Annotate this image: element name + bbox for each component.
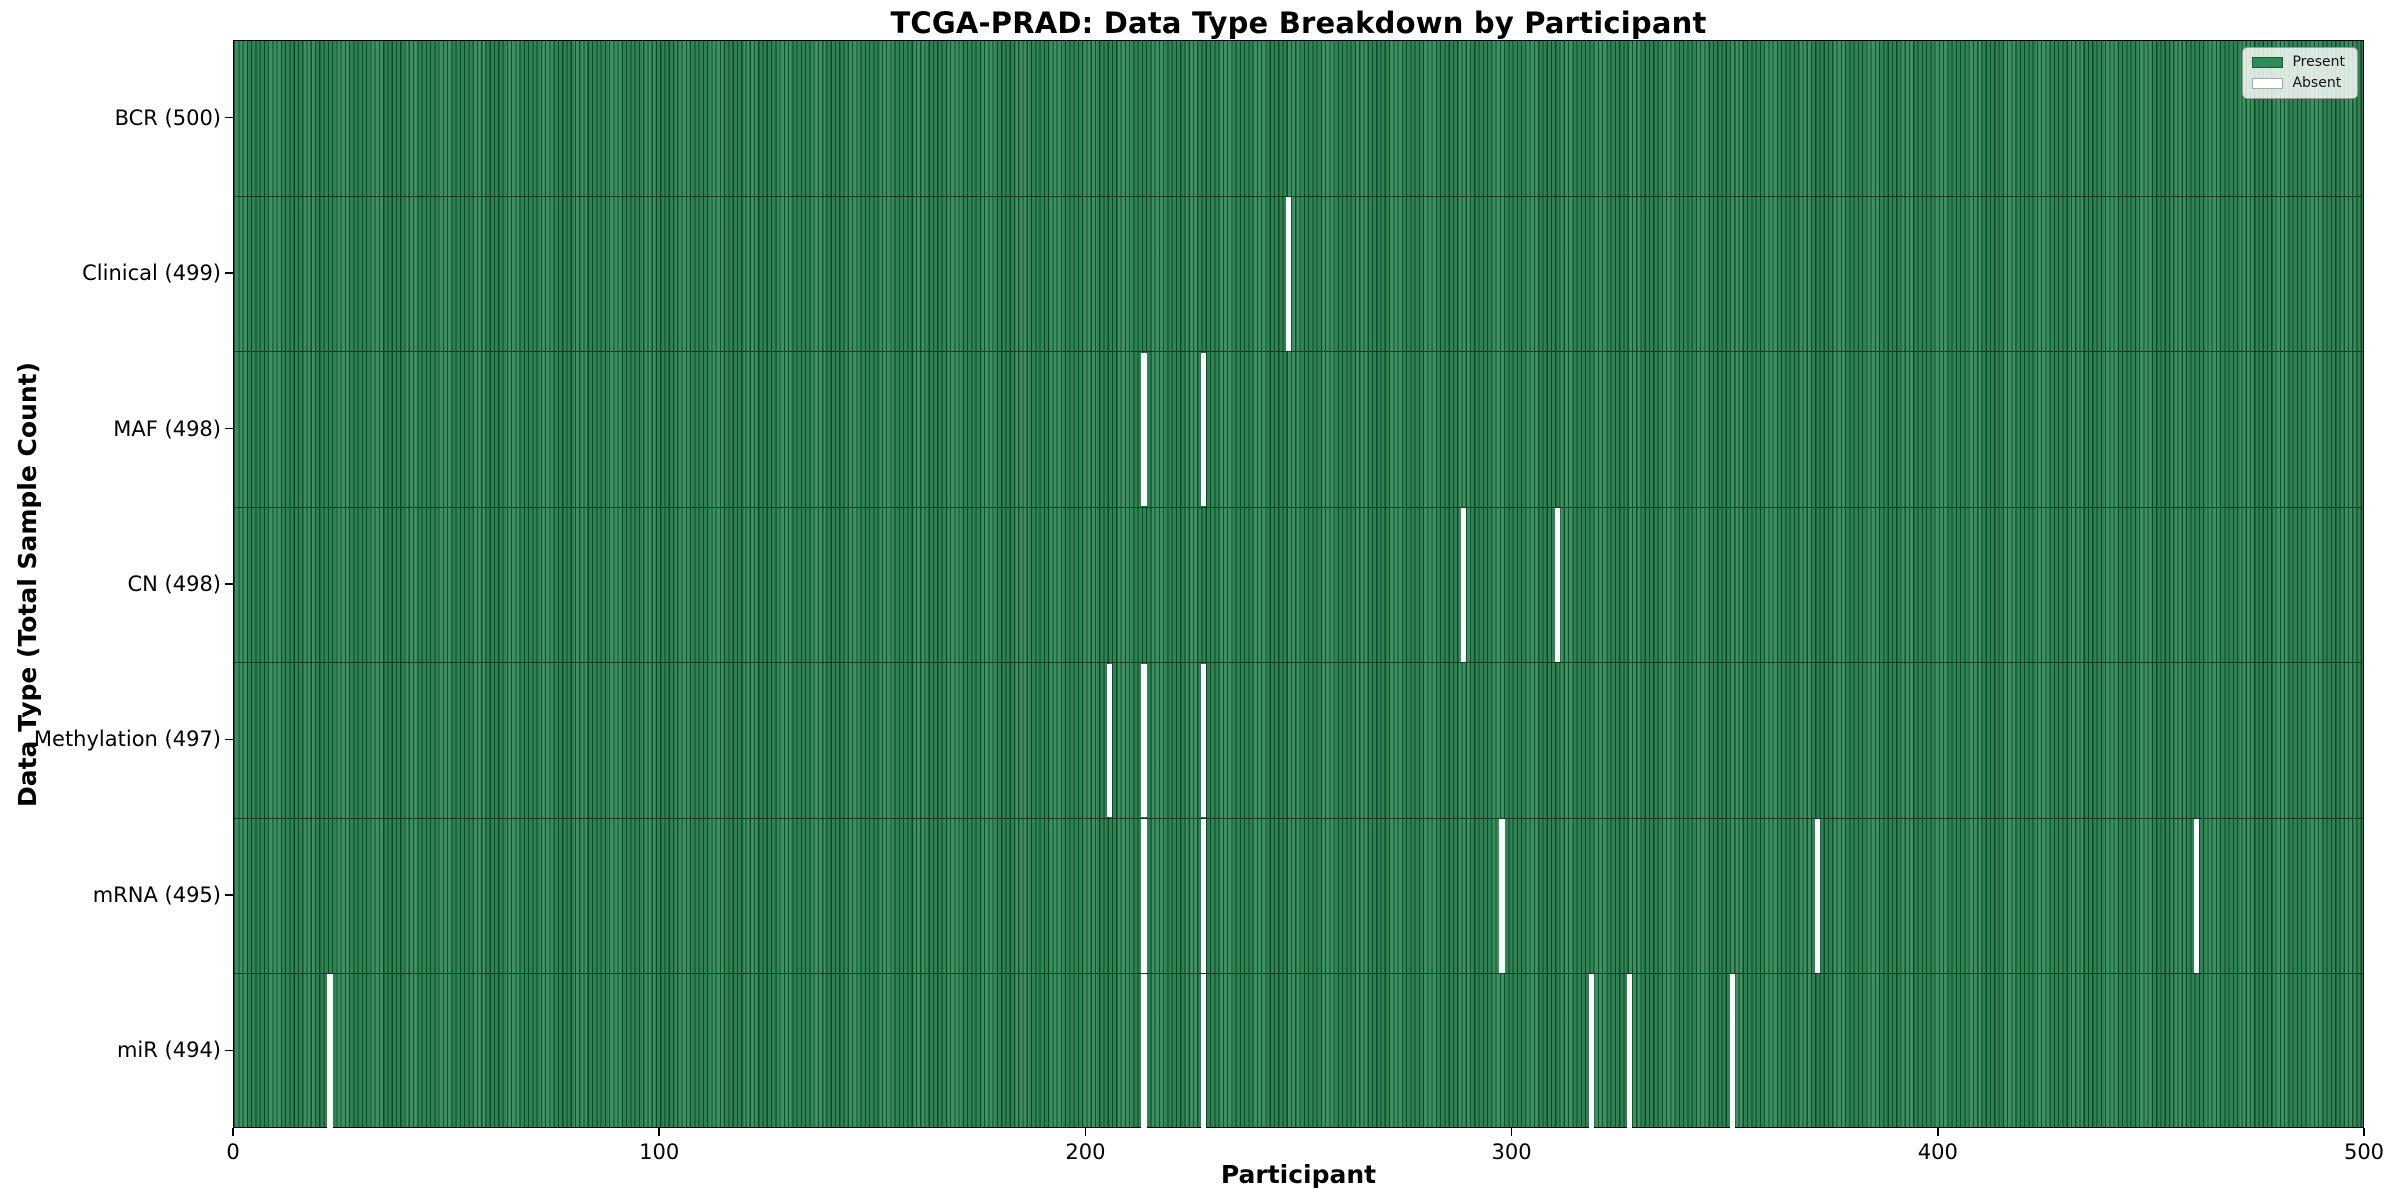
absent-gap-Methylation-213: [1141, 663, 1147, 818]
row-separator: [234, 662, 2363, 664]
x-tick-label-500: 500: [2343, 1140, 2385, 1164]
y-tick-label-mRNA: mRNA (495): [92, 882, 221, 907]
x-tick-mark: [2363, 1128, 2365, 1136]
x-tick-label-300: 300: [1491, 1140, 1532, 1164]
absent-gap-MAF-227: [1201, 352, 1207, 507]
absent-gap-Methylation-227: [1201, 663, 1207, 818]
legend-label-present: Present: [2292, 54, 2345, 70]
y-tick-mark: [225, 738, 233, 741]
absent-gap-CN-310: [1554, 508, 1560, 662]
x-tick-label-400: 400: [1917, 1140, 1958, 1164]
x-tick-label-0: 0: [226, 1140, 240, 1164]
legend: Present Absent: [2242, 47, 2358, 99]
y-tick-label-CN: CN (498): [127, 572, 221, 596]
row-separator: [234, 972, 2363, 975]
x-tick-mark: [1510, 1128, 1513, 1136]
x-tick-mark: [658, 1128, 660, 1136]
present-swatch-icon: [2252, 57, 2284, 68]
row-separator: [234, 351, 2363, 353]
y-tick-mark: [225, 1049, 233, 1052]
y-tick-mark: [225, 894, 233, 896]
absent-gap-MAF-213: [1141, 352, 1147, 507]
legend-item-absent: Absent: [2252, 76, 2345, 91]
absent-gap-mRNA-297: [1499, 818, 1505, 973]
absent-gap-mRNA-213: [1141, 818, 1147, 973]
absent-gap-miR-213: [1141, 974, 1147, 1129]
absent-gap-Methylation-205: [1107, 663, 1113, 818]
y-tick-mark: [225, 272, 233, 274]
x-tick-mark: [1084, 1128, 1087, 1136]
absent-gap-miR-318: [1588, 974, 1595, 1129]
legend-label-absent: Absent: [2292, 75, 2342, 91]
legend-item-present: Present: [2252, 55, 2345, 70]
absent-gap-miR-22: [327, 974, 333, 1129]
y-tick-label-BCR: BCR (500): [114, 105, 221, 130]
absent-swatch-icon: [2252, 78, 2284, 89]
absent-gap-CN-288: [1461, 508, 1467, 662]
chart-title: TCGA-PRAD: Data Type Breakdown by Partic…: [890, 6, 1707, 40]
y-tick-label-Methylation: Methylation (497): [33, 727, 221, 752]
plot-area: Present Absent: [233, 40, 2364, 1129]
x-tick-mark: [1937, 1128, 1939, 1136]
row-separator: [234, 817, 2363, 819]
x-axis-label: Participant: [1220, 1160, 1377, 1189]
absent-gap-Clinical-247: [1286, 197, 1292, 352]
y-tick-label-MAF: MAF (498): [113, 416, 221, 441]
absent-gap-mRNA-460: [2194, 818, 2200, 973]
row-separator: [234, 506, 2363, 508]
x-tick-label-100: 100: [639, 1140, 680, 1164]
y-tick-label-Clinical: Clinical (499): [82, 261, 221, 286]
absent-gap-miR-327: [1627, 974, 1633, 1129]
row-separator: [234, 195, 2363, 198]
absent-gap-miR-351: [1729, 974, 1735, 1129]
absent-gap-mRNA-371: [1814, 818, 1820, 973]
y-tick-mark: [225, 427, 233, 430]
x-tick-label-200: 200: [1065, 1140, 1106, 1164]
absent-gap-mRNA-227: [1201, 818, 1207, 973]
y-tick-mark: [225, 116, 233, 119]
absent-gap-miR-227: [1201, 974, 1207, 1129]
y-tick-mark: [225, 583, 233, 585]
y-tick-label-miR: miR (494): [116, 1038, 221, 1063]
x-tick-mark: [232, 1128, 234, 1136]
